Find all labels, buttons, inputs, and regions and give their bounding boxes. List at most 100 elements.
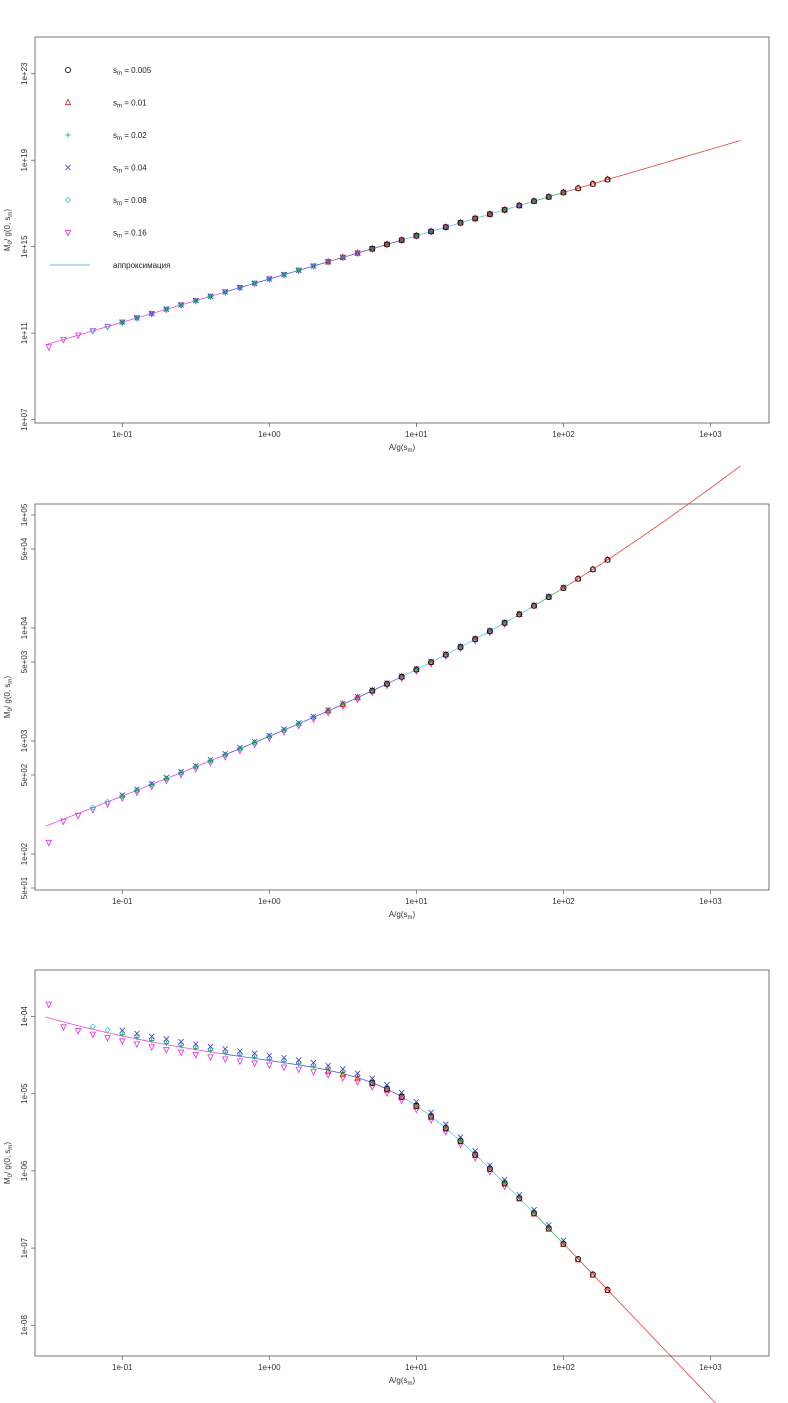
- y-tick-label: 1e-08: [20, 1315, 29, 1336]
- approximation-curve-segment: [401, 1096, 532, 1211]
- data-point-s0005: [575, 1256, 582, 1263]
- approximation-curve-segment: [569, 1249, 716, 1403]
- y-tick-label: 1e+23: [20, 62, 29, 85]
- legend: sm = 0.005 sm = 0.01 sm = 0.02 sm = 0.04 sm …: [50, 66, 170, 270]
- data-point-s004: [251, 1050, 258, 1057]
- data-point-s0005: [398, 673, 405, 680]
- data-point-s004: [384, 1081, 390, 1088]
- data-point-s002: [310, 263, 317, 269]
- data-point-s004: [148, 1033, 155, 1040]
- chart-panel-top: 1e-01 1e+00 1e+01 1e+02 1e+03 1e+07 1e+11 1e+15…: [3, 36, 770, 454]
- data-point-s001: [339, 253, 347, 260]
- data-point-s004: [178, 1038, 184, 1045]
- data-point-s002: [310, 1063, 317, 1069]
- data-point-s004: [295, 1057, 302, 1063]
- data-point-s0005: [428, 228, 435, 235]
- data-point-s0005: [457, 219, 464, 226]
- data-point-s016: [74, 332, 82, 340]
- data-point-s001: [413, 231, 420, 239]
- data-point-s0005: [604, 556, 611, 563]
- chart-panel-bottom: 1e-01 1e+00 1e+01 1e+02 1e+03 1e-08 1e-07 1e-06…: [3, 969, 770, 1403]
- data-point-s016: [119, 1038, 126, 1046]
- x-tick-label: 1e-01: [112, 1363, 133, 1372]
- data-point-s002: [266, 733, 272, 739]
- data-point-s0005: [560, 584, 567, 591]
- x-tick-label: 1e-01: [112, 430, 133, 439]
- legend-label-s016: sm = 0.16: [113, 229, 147, 240]
- y-tick-label: 1e+04: [20, 616, 29, 639]
- data-point-s0005: [589, 1271, 596, 1278]
- data-point-s008: [104, 1026, 111, 1034]
- data-point-s002: [281, 727, 287, 733]
- data-point-s002: [193, 764, 199, 770]
- data-point-s0005: [383, 680, 390, 687]
- y-tick-label: 5e+01: [20, 876, 29, 899]
- data-point-s001: [442, 222, 450, 230]
- data-point-s016: [60, 818, 67, 826]
- approximation-curve-segment: [569, 465, 741, 585]
- data-point-s0005: [516, 1195, 523, 1202]
- data-point-s0005: [457, 1137, 464, 1144]
- data-point-s0005: [398, 237, 405, 244]
- data-point-s001: [354, 693, 361, 701]
- series-points: [45, 1001, 611, 1294]
- data-point-s0005: [501, 619, 508, 626]
- data-point-s002: [134, 787, 140, 793]
- data-point-s016: [354, 1079, 361, 1086]
- y-tick-label: 5e+03: [20, 650, 29, 673]
- data-point-s0005: [369, 245, 376, 252]
- data-point-s002: [252, 739, 258, 746]
- data-point-s002: [178, 1043, 184, 1049]
- data-point-s0005: [442, 1125, 449, 1132]
- data-point-s004: [354, 1070, 361, 1077]
- data-point-s002: [237, 1052, 243, 1058]
- data-point-s0005: [501, 206, 508, 213]
- data-point-s0005: [472, 215, 479, 222]
- x-tick-label: 1e+00: [258, 430, 281, 439]
- legend-symbol-s0005: [65, 67, 72, 74]
- approximation-curve-segment: [402, 201, 531, 241]
- data-point-s002: [222, 1050, 228, 1056]
- data-point-s016: [295, 1066, 302, 1074]
- data-point-s0005: [442, 224, 449, 231]
- data-point-s016: [60, 1024, 67, 1032]
- data-point-s016: [60, 336, 67, 344]
- data-point-s004: [310, 1059, 317, 1066]
- data-point-s002: [296, 1061, 302, 1067]
- data-point-s0005: [589, 566, 596, 573]
- data-point-s0005: [516, 202, 523, 209]
- x-tick-label: 1e-01: [112, 897, 133, 906]
- data-point-s002: [163, 775, 169, 782]
- data-point-s016: [104, 801, 111, 809]
- data-point-s004: [207, 1043, 214, 1050]
- data-point-s016: [148, 1044, 155, 1052]
- plot-frame: [34, 503, 770, 891]
- data-point-s016: [236, 1058, 244, 1066]
- y-tick-label: 1e+11: [20, 322, 29, 344]
- data-point-s004: [398, 1089, 405, 1096]
- data-point-s004: [134, 1030, 140, 1037]
- data-point-s016: [45, 1001, 52, 1009]
- data-point-s0005: [486, 1165, 493, 1172]
- data-point-s0005: [545, 593, 552, 600]
- data-point-s016: [251, 1060, 258, 1068]
- y-tick-label: 1e-05: [20, 1083, 29, 1104]
- y-tick-label: 1e+15: [20, 235, 29, 258]
- legend-symbol-s001: [64, 98, 72, 106]
- data-point-s004: [237, 1048, 243, 1054]
- data-point-s001: [427, 227, 435, 235]
- data-point-s002: [134, 1035, 140, 1041]
- plot-frame: [34, 969, 770, 1357]
- data-point-s002: [266, 1056, 272, 1062]
- data-point-s004: [266, 1052, 273, 1059]
- data-point-s001: [545, 192, 552, 200]
- data-point-s002: [119, 793, 125, 799]
- data-point-s0005: [369, 1079, 376, 1086]
- data-point-s016: [133, 1041, 141, 1049]
- y-axis-label: M0/ g(0, sm): [3, 1142, 14, 1184]
- chart-panel-middle: 1e-01 1e+00 1e+01 1e+02 1e+03 5e+01 1e+02 5e+02…: [3, 465, 770, 921]
- data-point-s0005: [501, 1180, 508, 1187]
- data-point-s001: [516, 201, 523, 209]
- data-point-s016: [89, 1031, 97, 1039]
- legend-label-s008: sm = 0.08: [113, 196, 147, 207]
